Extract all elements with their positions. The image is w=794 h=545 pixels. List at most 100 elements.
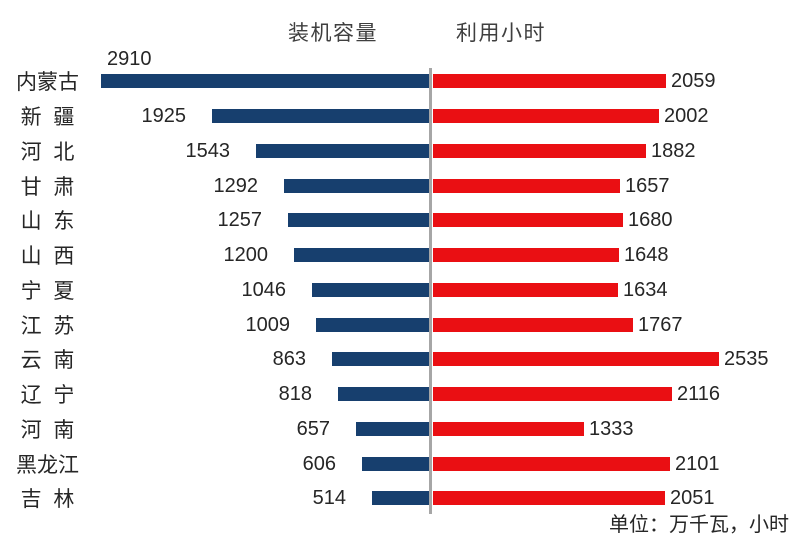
hours-bar-area: 1333 [433,412,794,447]
chart-row: 宁 夏 1046 1634 [0,273,794,308]
capacity-value-label: 1292 [213,174,259,197]
hours-value-label: 2051 [670,487,715,510]
hours-bar [433,456,670,471]
capacity-value-label: 657 [296,417,330,440]
capacity-bar-area: 1046 [95,273,430,308]
capacity-value-label: 1200 [223,244,269,267]
hours-value-label: 2002 [664,105,709,128]
hours-bar [433,178,620,193]
capacity-value-label: 1925 [141,105,187,128]
province-label: 甘 肃 [20,175,75,199]
province-label: 内蒙古 [16,71,79,95]
capacity-bar-area: 1200 [95,238,430,273]
province-label: 河 南 [20,418,75,442]
capacity-bar [338,387,430,402]
capacity-value-label: 863 [272,348,306,371]
capacity-bar [256,143,430,158]
province-label: 新 疆 [20,106,75,130]
series-label-capacity: 装机容量 [288,22,378,45]
province-label: 江 苏 [20,314,75,338]
capacity-bar-area: 1257 [95,203,430,238]
capacity-bar [356,421,430,436]
unit-note: 单位：万千瓦，小时 [609,514,789,536]
series-label-hours: 利用小时 [456,22,546,45]
chart-row: 河 南 657 1333 [0,412,794,447]
hours-value-label: 1767 [638,313,683,336]
capacity-bar [372,491,430,506]
chart-row: 甘 肃 1292 1657 [0,168,794,203]
chart-row: 吉 林 514 2051 [0,481,794,516]
hours-bar-area: 2101 [433,446,794,481]
capacity-bar-area: 606 [95,446,430,481]
capacity-bar-area: 818 [95,377,430,412]
chart-row: 山 西 1200 1648 [0,238,794,273]
hours-bar [433,421,584,436]
capacity-bar-area: 1292 [95,168,430,203]
capacity-value-label: 818 [278,383,312,406]
hours-value-label: 1634 [623,278,668,301]
capacity-bar [316,317,430,332]
hours-bar-area: 1657 [433,168,794,203]
capacity-bar [332,352,430,367]
capacity-value-label: 2910 [107,48,152,70]
capacity-bar [294,248,430,263]
province-label: 山 东 [20,210,75,234]
hours-bar [433,317,633,332]
chart-row: 河 北 1543 1882 [0,134,794,169]
capacity-value-label: 606 [302,452,336,475]
capacity-bar-area: 657 [95,412,430,447]
chart-row: 云 南 863 2535 [0,342,794,377]
province-label: 云 南 [20,349,75,373]
province-label: 黑龙江 [16,453,79,477]
hours-bar [433,248,619,263]
hours-bar [433,74,666,89]
hours-value-label: 1882 [651,139,696,162]
capacity-bar [362,456,430,471]
hours-bar-area: 1634 [433,273,794,308]
capacity-value-label: 1009 [245,313,291,336]
capacity-bar [288,213,430,228]
hours-value-label: 2535 [724,348,769,371]
capacity-value-label: 1257 [217,209,263,232]
hours-bar [433,491,665,506]
chart-row: 新 疆 1925 2002 [0,99,794,134]
chart-row: 辽 宁 818 2116 [0,377,794,412]
hours-bar [433,213,623,228]
hours-bar [433,387,672,402]
hours-bar [433,143,646,158]
capacity-bar-area: 1009 [95,307,430,342]
province-label: 辽 宁 [20,384,75,408]
province-label: 宁 夏 [20,279,75,303]
capacity-value-label: 1046 [241,278,287,301]
hours-value-label: 2116 [677,383,721,406]
province-label: 吉 林 [20,488,75,512]
province-label: 河 北 [20,140,75,164]
chart-rows: 内蒙古 2910 2059 新 疆 1925 2002 河 北 1543 1882 甘 肃 1292… [0,48,794,516]
capacity-value-label: 514 [312,487,346,510]
axis-divider-line [429,68,432,514]
capacity-bar-area: 1925 [95,99,430,134]
hours-value-label: 1333 [589,417,634,440]
hours-bar [433,282,618,297]
capacity-bar-area: 863 [95,342,430,377]
hours-bar [433,352,719,367]
hours-value-label: 1648 [624,244,669,267]
chart-row: 黑龙江 606 2101 [0,446,794,481]
capacity-bar [101,74,430,89]
capacity-bar-area: 514 [95,481,430,516]
hours-value-label: 1657 [625,174,670,197]
capacity-bar [212,109,430,124]
chart-row: 江 苏 1009 1767 [0,307,794,342]
hours-bar-area: 1680 [433,203,794,238]
capacity-value-label: 1543 [185,139,231,162]
hours-bar-area: 2002 [433,99,794,134]
hours-value-label: 2059 [671,70,716,93]
hours-bar-area: 1648 [433,238,794,273]
hours-bar-area: 1767 [433,307,794,342]
capacity-bar [284,178,430,193]
hours-bar [433,109,659,124]
chart-row: 内蒙古 2910 2059 [0,48,794,99]
capacity-bar-area: 2910 [95,48,430,99]
hours-bar-area: 2059 [433,64,794,99]
